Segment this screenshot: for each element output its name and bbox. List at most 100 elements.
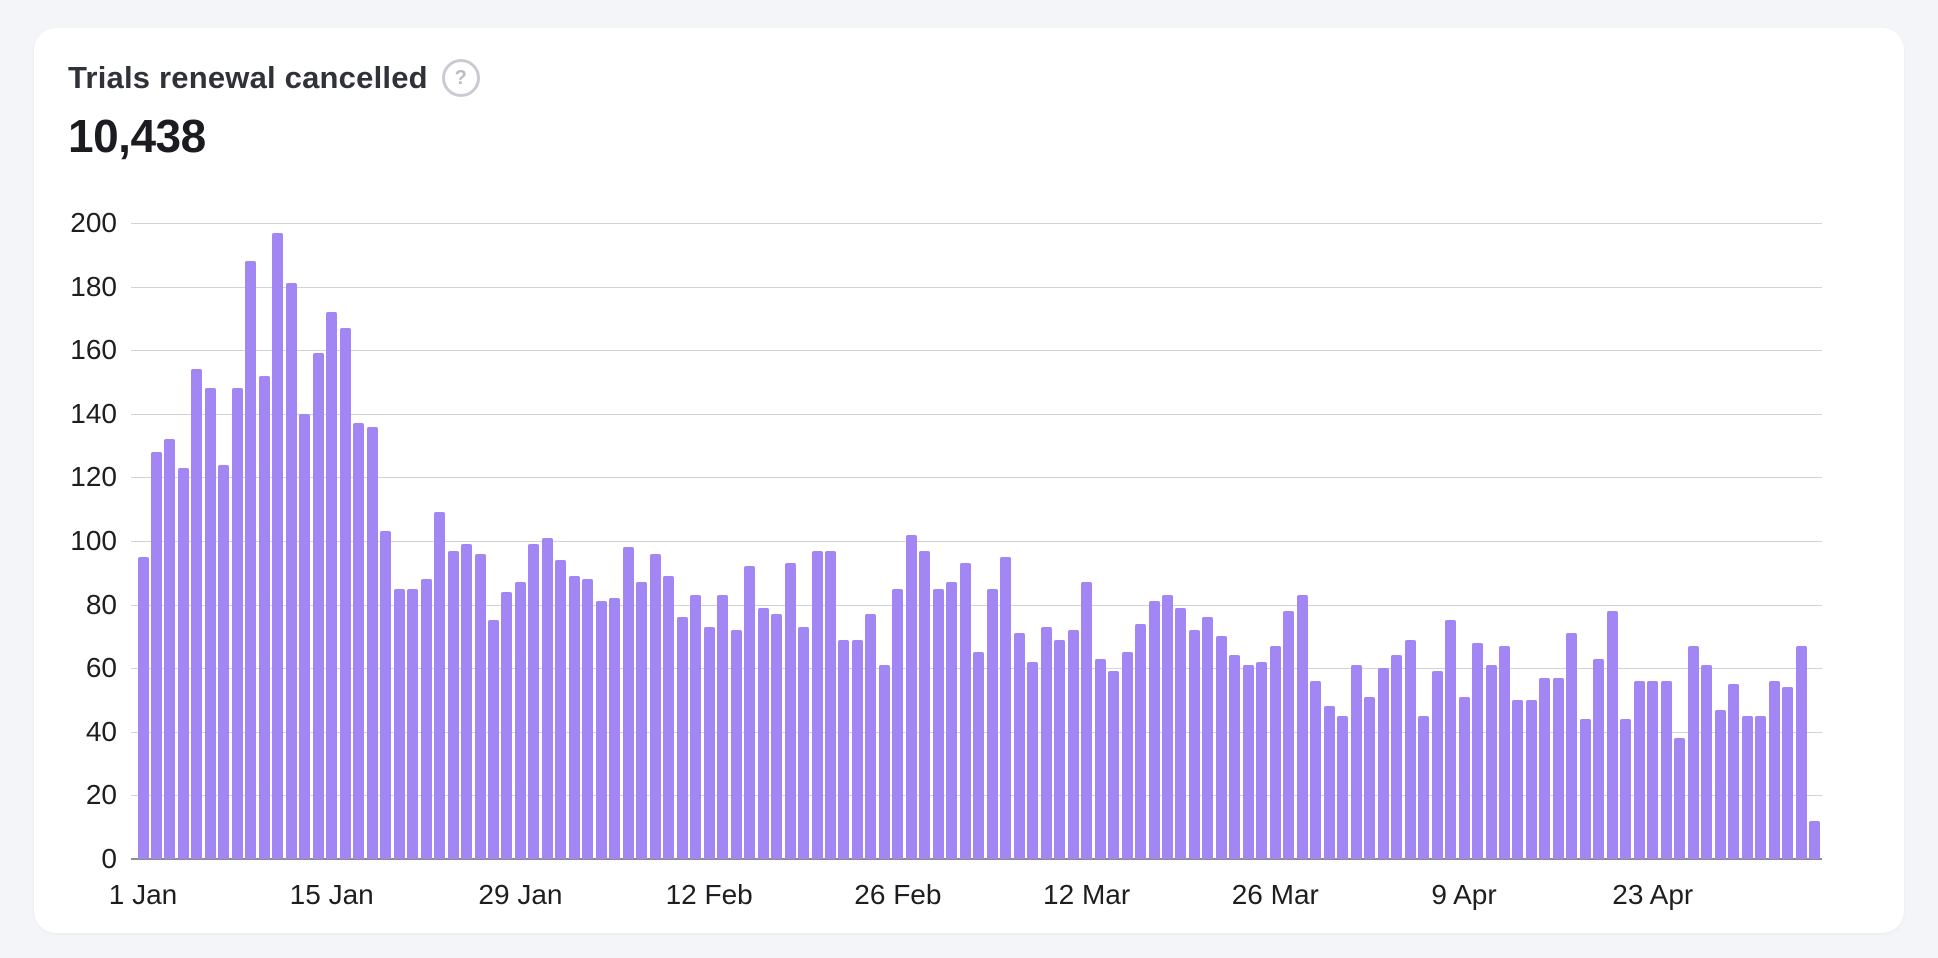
chart-bar-24-jan[interactable]: [447, 551, 459, 859]
chart-bar-28-feb[interactable]: [919, 551, 931, 859]
chart-bar-30-jan[interactable]: [528, 544, 540, 859]
chart-bar-10-jan[interactable]: [258, 376, 270, 859]
chart-bar-1-apr[interactable]: [1350, 665, 1362, 859]
chart-bar-19-apr[interactable]: [1593, 659, 1605, 859]
chart-bar-19-jan[interactable]: [380, 531, 392, 859]
chart-bar-7-apr[interactable]: [1431, 671, 1443, 859]
chart-bar-19-mar[interactable]: [1175, 608, 1187, 859]
chart-bar-12-mar[interactable]: [1081, 582, 1093, 859]
chart-bar-7-feb[interactable]: [636, 582, 648, 859]
chart-bar-11-feb[interactable]: [690, 595, 702, 859]
chart-bar-21-mar[interactable]: [1202, 617, 1214, 859]
chart-bar-24-mar[interactable]: [1242, 665, 1254, 859]
chart-bar-20-apr[interactable]: [1606, 611, 1618, 859]
chart-bar-30-apr[interactable]: [1741, 716, 1753, 859]
chart-bar-14-apr[interactable]: [1525, 700, 1537, 859]
chart-bar-15-mar[interactable]: [1121, 652, 1133, 859]
chart-bar-11-mar[interactable]: [1067, 630, 1079, 859]
chart-bar-26-feb[interactable]: [892, 589, 904, 859]
chart-bar-14-jan[interactable]: [312, 353, 324, 859]
chart-bar-11-apr[interactable]: [1485, 665, 1497, 859]
chart-bar-10-feb[interactable]: [676, 617, 688, 859]
chart-bar-5-apr[interactable]: [1404, 640, 1416, 859]
chart-bar-29-jan[interactable]: [514, 582, 526, 859]
chart-bar-27-apr[interactable]: [1701, 665, 1713, 859]
chart-bar-22-mar[interactable]: [1215, 636, 1227, 859]
chart-bar-2-feb[interactable]: [568, 576, 580, 859]
chart-bar-16-jan[interactable]: [339, 328, 351, 859]
chart-bar-28-mar[interactable]: [1296, 595, 1308, 859]
chart-bar-4-jan[interactable]: [177, 468, 189, 859]
chart-bar-6-apr[interactable]: [1418, 716, 1430, 859]
chart-bar-19-feb[interactable]: [798, 627, 810, 859]
chart-bar-5-may[interactable]: [1809, 821, 1821, 859]
chart-bar-6-feb[interactable]: [622, 547, 634, 859]
chart-bar-1-jan[interactable]: [137, 557, 149, 859]
chart-bar-6-jan[interactable]: [204, 388, 216, 859]
chart-bar-8-apr[interactable]: [1445, 620, 1457, 859]
chart-bar-18-mar[interactable]: [1161, 595, 1173, 859]
chart-bar-17-jan[interactable]: [353, 423, 365, 859]
chart-bar-14-feb[interactable]: [730, 630, 742, 859]
chart-bar-27-mar[interactable]: [1283, 611, 1295, 859]
chart-bar-3-mar[interactable]: [959, 563, 971, 859]
chart-bar-16-apr[interactable]: [1552, 678, 1564, 859]
chart-bar-3-feb[interactable]: [582, 579, 594, 859]
chart-bar-14-mar[interactable]: [1108, 671, 1120, 859]
chart-bar-28-apr[interactable]: [1714, 710, 1726, 859]
chart-bar-22-apr[interactable]: [1633, 681, 1645, 859]
chart-bar-11-jan[interactable]: [272, 233, 284, 859]
chart-bar-9-feb[interactable]: [663, 576, 675, 859]
chart-bar-4-mar[interactable]: [973, 652, 985, 859]
chart-bar-25-apr[interactable]: [1674, 738, 1686, 859]
chart-bar-21-jan[interactable]: [407, 589, 419, 859]
chart-bar-4-feb[interactable]: [595, 601, 607, 859]
chart-bar-5-mar[interactable]: [986, 589, 998, 859]
chart-bar-23-mar[interactable]: [1229, 655, 1241, 859]
chart-bar-17-feb[interactable]: [771, 614, 783, 859]
chart-bar-9-mar[interactable]: [1040, 627, 1052, 859]
chart-bar-9-jan[interactable]: [245, 261, 257, 859]
chart-bar-26-mar[interactable]: [1269, 646, 1281, 859]
chart-bar-29-mar[interactable]: [1310, 681, 1322, 859]
chart-bar-29-apr[interactable]: [1728, 684, 1740, 859]
chart-bar-22-feb[interactable]: [838, 640, 850, 859]
chart-bar-23-apr[interactable]: [1647, 681, 1659, 859]
chart-bar-23-feb[interactable]: [851, 640, 863, 859]
chart-bar-15-feb[interactable]: [744, 566, 756, 859]
chart-bar-1-mar[interactable]: [932, 589, 944, 859]
chart-bar-7-mar[interactable]: [1013, 633, 1025, 859]
chart-bar-1-may[interactable]: [1755, 716, 1767, 859]
chart-bar-22-jan[interactable]: [420, 579, 432, 859]
chart-bar-13-feb[interactable]: [717, 595, 729, 859]
chart-bar-13-apr[interactable]: [1512, 700, 1524, 859]
chart-bar-3-apr[interactable]: [1377, 668, 1389, 859]
chart-bar-24-apr[interactable]: [1660, 681, 1672, 859]
chart-bar-28-jan[interactable]: [501, 592, 513, 859]
chart-bar-5-jan[interactable]: [191, 369, 203, 859]
chart-bar-15-jan[interactable]: [326, 312, 338, 859]
chart-bar-2-apr[interactable]: [1364, 697, 1376, 859]
chart-bar-25-feb[interactable]: [878, 665, 890, 859]
chart-bar-6-mar[interactable]: [1000, 557, 1012, 859]
chart-bar-15-apr[interactable]: [1539, 678, 1551, 859]
chart-bar-24-feb[interactable]: [865, 614, 877, 859]
help-icon[interactable]: ?: [441, 59, 480, 97]
chart-bar-2-mar[interactable]: [946, 582, 958, 859]
chart-bar-25-mar[interactable]: [1256, 662, 1268, 859]
chart-bar-3-may[interactable]: [1782, 687, 1794, 859]
chart-bar-27-jan[interactable]: [487, 620, 499, 859]
chart-bar-21-feb[interactable]: [824, 551, 836, 859]
chart-bar-21-apr[interactable]: [1620, 719, 1632, 859]
chart-bar-17-mar[interactable]: [1148, 601, 1160, 859]
chart-bar-18-apr[interactable]: [1579, 719, 1591, 859]
chart-bar-5-feb[interactable]: [609, 598, 621, 859]
chart-bar-2-jan[interactable]: [150, 452, 162, 859]
chart-bar-25-jan[interactable]: [461, 544, 473, 859]
chart-bar-27-feb[interactable]: [905, 535, 917, 859]
chart-bar-16-mar[interactable]: [1135, 624, 1147, 859]
chart-bar-31-mar[interactable]: [1337, 716, 1349, 859]
chart-bar-26-jan[interactable]: [474, 554, 486, 859]
chart-bar-30-mar[interactable]: [1323, 706, 1335, 859]
chart-bar-13-mar[interactable]: [1094, 659, 1106, 859]
